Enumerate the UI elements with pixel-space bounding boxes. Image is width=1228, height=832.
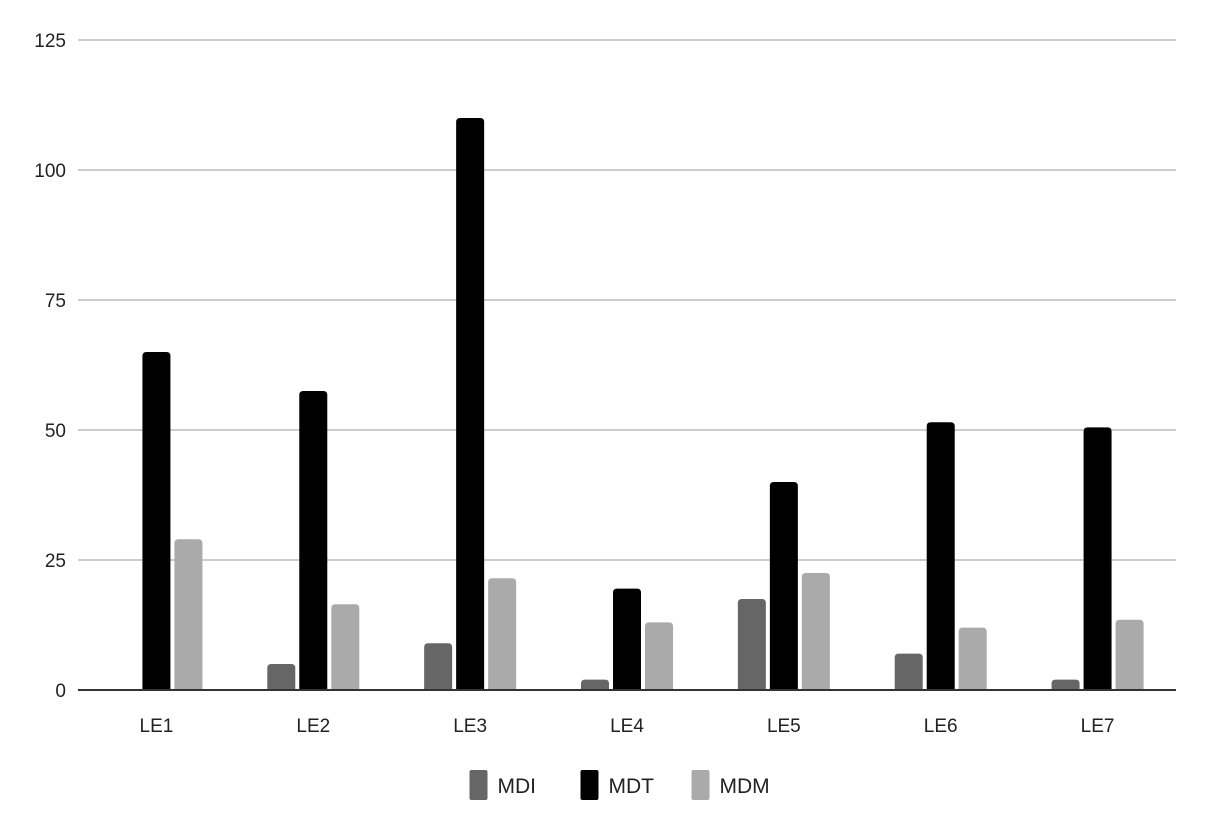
bar-mdt-le4 [613, 588, 641, 690]
bar-mdt-le7 [1083, 427, 1112, 690]
grid-lines [78, 39, 1176, 561]
bar-mdm-le2 [331, 604, 360, 690]
x-tick-label: LE5 [767, 716, 801, 737]
x-axis-ticks: LE1 LE2 LE3 LE4 LE5 LE6 LE7 [140, 716, 1115, 737]
bar-mdm-le4 [645, 622, 673, 690]
bar-mdt-le1 [142, 352, 171, 690]
bar-mdt-le6 [926, 422, 955, 690]
x-tick-label: LE3 [453, 716, 487, 737]
legend: MDI MDT MDM [469, 770, 770, 800]
legend-label-mdm: MDM [720, 775, 770, 798]
x-tick-label: LE7 [1081, 716, 1115, 737]
bar-mdm-le3 [488, 578, 517, 690]
legend-swatch-mdt [580, 770, 599, 800]
bar-mdm-le5 [801, 573, 830, 690]
legend-swatch-mdm [691, 770, 710, 800]
bar-mdi-le3 [424, 643, 453, 690]
legend-label-mdt: MDT [609, 775, 655, 798]
bar-mdm-le7 [1115, 619, 1144, 690]
legend-label-mdi: MDI [498, 775, 537, 798]
bars [142, 118, 1144, 690]
x-tick-label: LE6 [924, 716, 958, 737]
x-tick-label: LE2 [296, 716, 330, 737]
y-tick-label: 100 [34, 161, 66, 182]
y-tick-label: 75 [45, 291, 66, 312]
y-tick-label: 25 [45, 551, 66, 572]
x-tick-label: LE1 [140, 716, 174, 737]
bar-mdi-le2 [267, 664, 296, 690]
bar-mdi-le7 [1051, 679, 1080, 690]
bar-mdi-le4 [581, 679, 609, 690]
bar-mdt-le3 [456, 118, 485, 690]
legend-swatch-mdi [469, 770, 488, 800]
bar-mdi-le6 [894, 653, 923, 690]
bar-mdt-le5 [769, 482, 798, 690]
y-tick-label: 125 [34, 31, 66, 52]
x-tick-label: LE4 [610, 716, 644, 737]
y-axis-ticks: 0 25 50 75 100 125 [34, 31, 66, 702]
bar-mdt-le2 [299, 391, 328, 690]
bar-mdm-le1 [174, 539, 203, 690]
bar-mdm-le6 [958, 627, 987, 690]
y-tick-label: 50 [45, 421, 66, 442]
bar-mdi-le5 [737, 599, 766, 690]
y-tick-label: 0 [55, 681, 66, 702]
